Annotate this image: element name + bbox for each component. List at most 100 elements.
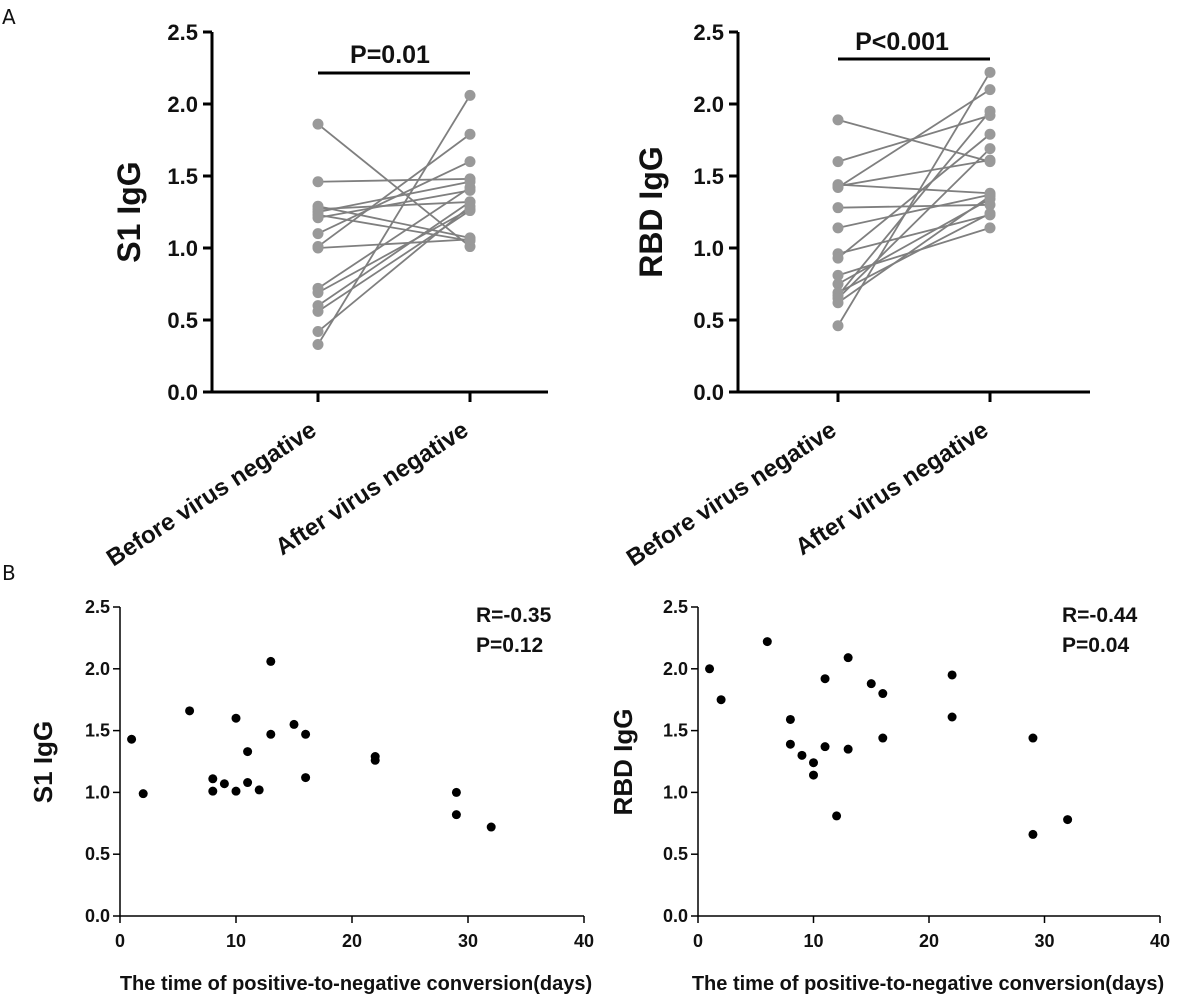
chart-rbd-scatter: 0.0 0.5 1.0 1.5 2.0 2.5 0 10 20 30 40 RBD IgG The ti… bbox=[608, 597, 1170, 995]
y-axis-label: RBD IgG bbox=[608, 709, 638, 816]
scatter-point bbox=[832, 811, 842, 821]
pair-line bbox=[317, 133, 471, 248]
after-point bbox=[984, 143, 996, 155]
pair-line bbox=[317, 205, 471, 239]
scatter-point bbox=[878, 733, 888, 743]
x-tick-label: 0 bbox=[693, 931, 703, 951]
after-point bbox=[984, 128, 996, 140]
p-value: P=0.01 bbox=[350, 41, 430, 69]
y-tick-label: 1.0 bbox=[167, 236, 198, 261]
pair-line bbox=[837, 203, 991, 209]
after-point bbox=[464, 89, 476, 101]
scatter-point bbox=[785, 714, 795, 724]
x-axis-label: The time of positive-to-negative convers… bbox=[692, 973, 1164, 995]
y-tick-label: 1.5 bbox=[167, 164, 198, 189]
y-tick-label: 1.5 bbox=[693, 164, 724, 189]
y-axis-label: RBD IgG bbox=[633, 146, 669, 278]
pair-line bbox=[317, 186, 471, 290]
p-value: P=0.04 bbox=[1062, 634, 1129, 657]
scatter-point bbox=[208, 774, 218, 784]
y-tick-label: 2.0 bbox=[85, 659, 110, 679]
x-tick-label: 40 bbox=[574, 931, 594, 951]
x-tick-label: 20 bbox=[919, 931, 939, 951]
before-point bbox=[312, 242, 324, 254]
scatter-point bbox=[254, 785, 264, 795]
after-point bbox=[464, 182, 476, 194]
scatter-point bbox=[820, 674, 830, 684]
scatter-point bbox=[451, 787, 461, 797]
scatter-point bbox=[1028, 733, 1038, 743]
pair-line bbox=[317, 201, 471, 307]
pair-line bbox=[317, 208, 471, 294]
before-point bbox=[312, 228, 324, 240]
scatter-point bbox=[289, 719, 299, 729]
pair-line bbox=[317, 213, 471, 242]
before-point bbox=[312, 326, 324, 338]
after-point bbox=[984, 84, 996, 96]
y-tick-label: 1.5 bbox=[85, 721, 110, 741]
y-tick-label: 1.5 bbox=[663, 721, 688, 741]
y-tick-label: 2.0 bbox=[693, 92, 724, 117]
x-axis-label: The time of positive-to-negative convers… bbox=[120, 973, 592, 995]
before-point bbox=[832, 252, 844, 264]
scatter-point bbox=[843, 744, 853, 754]
scatter-point bbox=[878, 689, 888, 699]
y-tick-label: 0.5 bbox=[693, 308, 724, 333]
pair-line bbox=[837, 147, 991, 300]
scatter-point bbox=[301, 729, 311, 739]
scatter-point bbox=[947, 670, 957, 680]
pair-line bbox=[317, 189, 471, 219]
scatter-point bbox=[486, 822, 496, 832]
y-axis-label: S1 IgG bbox=[28, 721, 58, 803]
scatter-point bbox=[243, 747, 253, 757]
before-point bbox=[832, 269, 844, 281]
panel-label-a: A bbox=[2, 5, 16, 29]
y-axis-label: S1 IgG bbox=[111, 161, 147, 262]
pair-line bbox=[837, 133, 991, 259]
r-value: R=-0.44 bbox=[1062, 604, 1138, 627]
pair-line bbox=[317, 177, 471, 183]
after-point bbox=[984, 190, 996, 202]
p-value: P<0.001 bbox=[855, 28, 949, 56]
before-point bbox=[312, 176, 324, 188]
y-tick-label: 2.5 bbox=[693, 20, 724, 45]
pair-line bbox=[317, 238, 471, 249]
y-tick-label: 0.0 bbox=[85, 906, 110, 926]
after-point bbox=[984, 207, 996, 219]
y-tick-label: 1.0 bbox=[85, 782, 110, 802]
scatter-point bbox=[762, 637, 772, 647]
panel-label-b: B bbox=[2, 561, 16, 585]
after-point bbox=[464, 156, 476, 168]
pair-line bbox=[837, 214, 991, 255]
before-point bbox=[832, 320, 844, 332]
y-tick-label: 2.0 bbox=[167, 92, 198, 117]
scatter-point bbox=[866, 679, 876, 689]
before-point bbox=[832, 278, 844, 290]
scatter-point bbox=[785, 739, 795, 749]
scatter-point bbox=[947, 712, 957, 722]
p-value: P=0.12 bbox=[476, 634, 543, 657]
scatter-point bbox=[138, 789, 148, 799]
x-tick-label: 40 bbox=[1150, 931, 1170, 951]
r-value: R=-0.35 bbox=[476, 604, 552, 627]
y-tick-label: 2.5 bbox=[85, 597, 110, 617]
x-tick-label: 30 bbox=[1034, 931, 1054, 951]
after-point bbox=[984, 66, 996, 78]
before-point bbox=[832, 182, 844, 194]
after-point bbox=[984, 154, 996, 166]
after-point bbox=[464, 200, 476, 212]
pair-line bbox=[317, 160, 471, 235]
x-tick-label: 20 bbox=[342, 931, 362, 951]
y-tick-label: 0.0 bbox=[167, 380, 198, 405]
y-tick-label: 0.5 bbox=[167, 308, 198, 333]
y-tick-label: 2.0 bbox=[663, 659, 688, 679]
pair-line bbox=[837, 110, 991, 297]
pair-line bbox=[837, 226, 991, 277]
scatter-point bbox=[219, 779, 229, 789]
scatter-point bbox=[716, 695, 726, 705]
pair-line bbox=[837, 71, 991, 327]
pair-line bbox=[837, 193, 991, 229]
scatter-point bbox=[243, 778, 253, 788]
x-tick-label: 10 bbox=[803, 931, 823, 951]
